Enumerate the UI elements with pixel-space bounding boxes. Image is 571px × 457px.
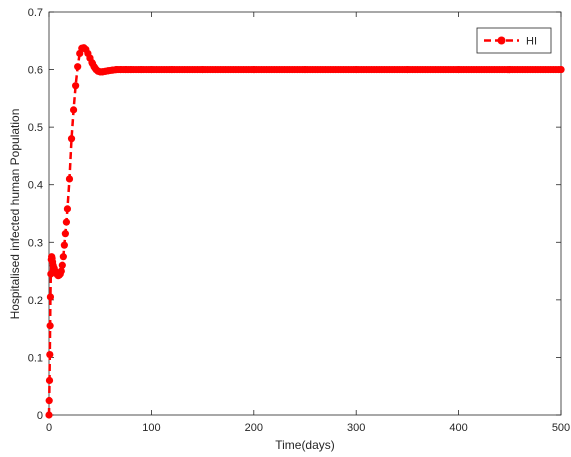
y-tick-label: 0.5: [28, 122, 43, 134]
data-point: [74, 63, 82, 71]
legend-label: HI: [526, 36, 537, 48]
data-point: [72, 82, 80, 90]
data-point: [45, 397, 53, 405]
x-tick-label: 400: [449, 422, 467, 434]
series-hi: [45, 44, 565, 419]
data-point: [46, 293, 55, 301]
data-point: [557, 65, 565, 74]
data-point: [86, 54, 94, 62]
y-tick-label: 0.2: [28, 295, 43, 307]
plot-frame: [48, 11, 562, 416]
data-point: [58, 261, 66, 269]
axes: 0 100 200 300 400 500 0 0.1 0.2 0.3 0.4 0.5 0.6 0.7: [28, 7, 570, 434]
y-axis-label: Hospitalised infected human Population: [8, 109, 22, 320]
y-tick-label: 0.7: [28, 7, 43, 19]
y-tick-label: 0.1: [28, 352, 43, 364]
y-tick-label: 0.6: [28, 65, 43, 77]
data-point: [60, 241, 68, 249]
data-point: [62, 218, 71, 226]
x-axis-label: Time(days): [275, 438, 335, 452]
x-tick-label: 100: [142, 422, 160, 434]
data-point: [61, 230, 69, 238]
data-point: [67, 135, 76, 143]
data-point: [46, 350, 54, 359]
data-point: [69, 106, 78, 114]
x-tick-label: 200: [245, 422, 263, 434]
x-tick-label: 500: [552, 422, 570, 434]
data-point: [45, 376, 54, 385]
series-line: [47, 46, 561, 416]
data-point: [63, 205, 72, 213]
data-point: [57, 267, 65, 275]
legend-marker: [497, 36, 506, 45]
y-tick-label: 0: [37, 410, 43, 422]
data-point: [65, 175, 74, 183]
data-point: [45, 411, 53, 419]
y-tick-label: 0.3: [28, 237, 43, 249]
data-point: [46, 322, 54, 330]
x-tick-label: 0: [46, 422, 52, 434]
legend: HI: [476, 27, 552, 54]
x-tick-label: 300: [347, 422, 365, 434]
y-tick-label: 0.4: [28, 180, 43, 192]
data-point: [59, 253, 67, 261]
